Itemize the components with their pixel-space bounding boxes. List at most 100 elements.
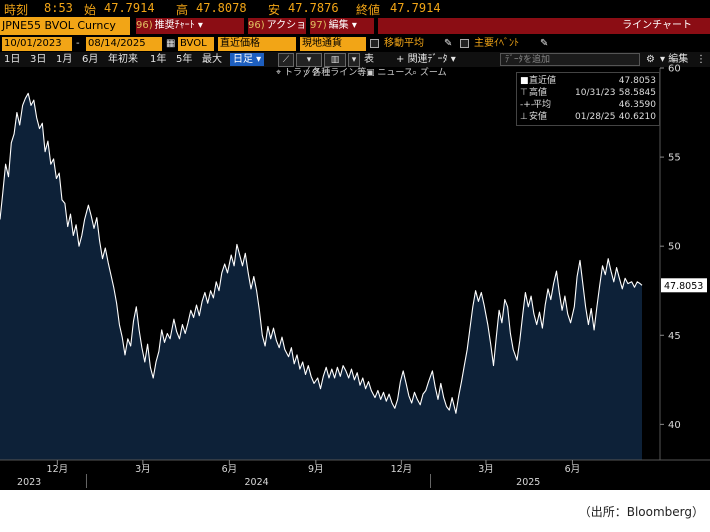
events-checkbox[interactable] — [460, 39, 469, 48]
x-year-label: 2024 — [245, 477, 269, 488]
legend-low-row: ⊥ 安値 01/28/25 40.6210 — [517, 111, 659, 123]
high-marker-icon: ⊤ — [520, 88, 528, 98]
last-value-label: 47.8053 — [664, 281, 703, 292]
time-label: 時刻 — [4, 3, 29, 17]
line-chart-icon[interactable]: ⟋ — [278, 53, 294, 67]
legend-avg-value: 46.3590 — [618, 100, 656, 110]
end-date-field[interactable]: 08/14/2025 — [86, 37, 162, 51]
x-tick-label: 3月 — [135, 464, 151, 475]
moving-average-checkbox[interactable] — [370, 39, 379, 48]
legend-last-label: 直近値 — [529, 76, 557, 86]
high-label: 高 — [176, 3, 189, 17]
last-value-box — [661, 278, 707, 293]
last-value-marker-icon: ■ — [520, 76, 529, 86]
average-marker-icon: -+- — [520, 100, 535, 110]
chevron-down-icon: ▾ — [348, 20, 357, 31]
edit-menu[interactable]: 97) 編集 ▾ — [310, 18, 374, 34]
x-tick-label: 6月 — [222, 464, 238, 475]
period-ytd[interactable]: 年初来 — [108, 54, 138, 65]
x-tick-label: 12月 — [47, 464, 69, 475]
x-tick-label: 6月 — [565, 464, 581, 475]
period-1m[interactable]: 1月 — [56, 54, 73, 65]
period-toolbar: 1日 3日 1月 6月 年初来 1年 5年 最大 日足 ▾ ⟋ ▾ ▥ ▾ 表 … — [0, 52, 710, 67]
x-year-label: 2025 — [516, 477, 540, 488]
ticker-field[interactable]: JPNE55 BVOL Curncy — [0, 17, 130, 35]
currency-field[interactable]: 現地通貨 — [300, 37, 366, 51]
chart-type-label: ラインチャート — [622, 20, 692, 31]
parameter-bar: 10/01/2023 - 08/14/2025 ▦ BVOL 直近価格 現地通貨… — [0, 36, 710, 52]
bar-chart-icon[interactable]: ▥ — [324, 53, 346, 67]
news-tool[interactable]: ▣ ニュース — [366, 68, 413, 78]
period-5y[interactable]: 5年 — [176, 54, 193, 65]
pencil-icon[interactable]: ✎ — [444, 38, 453, 49]
period-3d[interactable]: 3日 — [30, 54, 47, 65]
zoom-tool[interactable]: ⌕ ズーム — [412, 68, 447, 78]
x-tick-label: 12月 — [391, 464, 413, 475]
open-label: 始 — [84, 3, 97, 17]
chart-style-icon[interactable]: ▾ — [296, 53, 322, 67]
events-label: 主要ｲﾍﾞﾝﾄ — [474, 38, 519, 49]
legend-high-value: 58.5845 — [618, 88, 656, 98]
chart-legend: ■ 直近値 47.8053 ⊤ 高値 10/31/23 58.5845 -+- … — [516, 72, 660, 126]
close-value: 47.7914 — [390, 1, 441, 15]
chart-edit-button[interactable]: ▾ 編集 — [660, 54, 689, 65]
quote-header: 時刻 8:53 始 47.7914 高 47.8078 安 47.7876 終値… — [0, 0, 710, 17]
lines-tool[interactable]: ╱ 各種ライン等 — [304, 68, 367, 78]
security-field[interactable]: BVOL — [178, 37, 214, 51]
ticker-bar: JPNE55 BVOL Curncy 96)推奨ﾁｬｰﾄ ▾ 96)アクション … — [0, 17, 710, 35]
source-note: （出所：Bloomberg） — [578, 505, 704, 519]
low-value: 47.7876 — [288, 1, 339, 15]
related-data-button[interactable]: + 関連ﾃﾞｰﾀ ▾ — [396, 54, 456, 65]
volatility-chart[interactable]: 40 45 50 55 60 47.8053 12月 3月 6月 9月 12月 3月 6月 2023 2… — [0, 0, 710, 490]
y-tick-label: 55 — [668, 153, 681, 164]
legend-high-label: 高値 — [529, 88, 548, 98]
y-tick-label: 60 — [668, 64, 681, 75]
legend-avg-row: -+- 平均 46.3590 — [517, 99, 659, 111]
close-label: 終値 — [356, 3, 381, 17]
price-field-selector[interactable]: 直近価格 — [218, 37, 296, 51]
dropdown-icon[interactable]: ▾ — [348, 53, 360, 67]
moving-average-label: 移動平均 — [384, 38, 424, 49]
legend-low-date: 01/28/25 — [575, 112, 616, 122]
low-label: 安 — [268, 3, 281, 17]
related-data-label: 関連ﾃﾞｰﾀ — [407, 54, 448, 65]
x-tick-label: 3月 — [478, 464, 494, 475]
terminal-window: 時刻 8:53 始 47.7914 高 47.8078 安 47.7876 終値… — [0, 0, 710, 490]
date-separator: - — [76, 38, 80, 49]
recommended-chart-menu[interactable]: 96) 推奨ﾁｬｰﾄ ▾ — [136, 18, 244, 34]
frequency-select[interactable]: 日足 ▾ — [230, 53, 265, 66]
time-value: 8:53 — [44, 1, 73, 15]
table-button[interactable]: 表 — [364, 54, 374, 65]
settings-icon[interactable]: ⚙ — [646, 54, 655, 65]
menu-label: 推奨ﾁｬｰﾄ — [154, 20, 195, 31]
open-value: 47.7914 — [104, 1, 155, 15]
legend-last-row: ■ 直近値 47.8053 — [517, 75, 659, 87]
series-line — [0, 92, 643, 414]
add-data-field[interactable]: ﾃﾞｰﾀを追加 — [500, 53, 640, 66]
series-area — [0, 93, 642, 461]
menu-label: 編集 — [328, 20, 349, 31]
calendar-icon[interactable]: ▦ — [166, 38, 176, 49]
low-marker-icon: ⊥ — [520, 112, 528, 122]
high-value: 47.8078 — [196, 1, 247, 15]
y-tick-label: 50 — [668, 242, 681, 253]
track-label: トラック — [283, 68, 320, 78]
chart-edit-label: 編集 — [668, 54, 689, 65]
period-max[interactable]: 最大 — [202, 54, 222, 65]
menu-number: 97) — [310, 20, 327, 31]
zoom-label: ズーム — [419, 68, 447, 78]
pencil-icon[interactable]: ✎ — [540, 38, 549, 49]
action-menu[interactable]: 96)アクション ▾ — [248, 18, 306, 34]
legend-avg-label: 平均 — [533, 100, 552, 110]
chart-type-menu[interactable]: ラインチャート — [378, 18, 710, 34]
period-6m[interactable]: 6月 — [82, 54, 99, 65]
x-tick-label: 9月 — [308, 464, 324, 475]
period-1y[interactable]: 1年 — [150, 54, 167, 65]
y-tick-label: 40 — [668, 420, 681, 431]
legend-low-value: 40.6210 — [618, 112, 656, 122]
news-label: ニュース — [377, 68, 413, 78]
period-1d[interactable]: 1日 — [4, 54, 21, 65]
track-tool[interactable]: ⌖ トラック — [276, 68, 320, 78]
more-icon[interactable]: ⋮ — [696, 54, 706, 65]
start-date-field[interactable]: 10/01/2023 — [2, 37, 72, 51]
